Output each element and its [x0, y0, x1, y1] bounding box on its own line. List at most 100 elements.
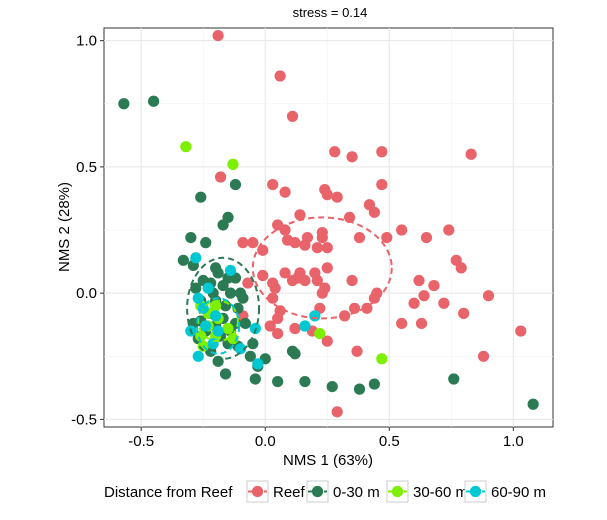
- data-point: [363, 199, 376, 211]
- data-point: [415, 317, 428, 330]
- data-point: [346, 151, 358, 163]
- data-point: [331, 191, 343, 203]
- data-point: [247, 338, 259, 350]
- data-point: [224, 264, 237, 277]
- data-point: [148, 95, 160, 107]
- data-point: [242, 277, 254, 289]
- x-axis-title: NMS 1 (63%): [283, 452, 373, 469]
- data-point: [316, 287, 328, 299]
- data-point: [210, 310, 222, 322]
- data-point: [396, 317, 408, 330]
- data-point: [222, 322, 234, 335]
- data-point: [257, 269, 269, 282]
- data-point: [527, 398, 539, 410]
- data-point: [482, 290, 495, 302]
- data-point: [222, 211, 234, 223]
- data-point: [217, 279, 229, 292]
- data-point: [195, 191, 207, 203]
- data-point: [418, 290, 430, 302]
- data-point: [321, 262, 333, 274]
- data-point: [428, 279, 440, 292]
- data-point: [210, 300, 222, 312]
- data-point: [299, 320, 311, 332]
- data-point: [299, 375, 311, 388]
- data-point: [192, 350, 204, 362]
- data-point: [200, 320, 212, 332]
- data-point: [455, 262, 467, 274]
- data-point: [202, 282, 214, 294]
- data-point: [195, 330, 207, 342]
- data-point: [353, 232, 366, 244]
- data-point: [118, 98, 130, 110]
- x-axis: -0.5 0.0 0.5 1.0: [128, 427, 524, 450]
- data-point: [252, 358, 264, 370]
- data-point: [281, 234, 294, 246]
- y-tick-label: 1.0: [76, 33, 97, 50]
- confidence-ellipses: [186, 216, 393, 360]
- data-point: [185, 232, 197, 244]
- data-point: [227, 158, 239, 170]
- y-tick-label: 0.0: [76, 285, 97, 302]
- data-point: [465, 148, 477, 160]
- data-point: [279, 267, 291, 279]
- data-point: [214, 171, 227, 183]
- data-point: [314, 327, 326, 340]
- data-point: [286, 110, 299, 122]
- data-point: [376, 353, 388, 365]
- legend: Distance from Reef Reef 0-30 m 30-60 m 60-9…: [104, 480, 546, 503]
- legend-key-point: [469, 485, 482, 498]
- data-point: [376, 146, 388, 158]
- data-point: [321, 189, 333, 201]
- legend-item: 0-30 m: [306, 480, 380, 503]
- data-point: [438, 297, 450, 309]
- data-point: [368, 292, 380, 304]
- data-point: [368, 378, 380, 390]
- x-tick-label: -0.5: [128, 433, 154, 450]
- data-point: [244, 350, 256, 362]
- data-point: [272, 375, 284, 388]
- data-point: [351, 345, 363, 357]
- data-points: [118, 29, 539, 418]
- data-point: [309, 310, 321, 322]
- confidence-ellipse: [251, 216, 393, 320]
- legend-item: 30-60 m: [386, 480, 468, 503]
- data-point: [286, 274, 299, 287]
- data-point: [247, 237, 259, 249]
- data-point: [212, 325, 224, 337]
- data-point: [515, 325, 527, 337]
- x-tick-label: 0.5: [379, 433, 400, 450]
- data-point: [301, 232, 314, 244]
- x-tick-label: 0.0: [255, 433, 276, 450]
- data-point: [190, 252, 202, 264]
- x-tick-label: 1.0: [503, 433, 524, 450]
- plot-title: stress = 0.14: [293, 5, 368, 20]
- data-point: [289, 322, 301, 335]
- data-point: [353, 383, 366, 395]
- data-point: [381, 232, 393, 244]
- y-tick-label: 0.5: [76, 159, 97, 176]
- data-point: [239, 317, 251, 330]
- data-point: [237, 292, 249, 304]
- data-point: [420, 232, 433, 244]
- confidence-ellipse: [196, 297, 241, 355]
- legend-key-point: [391, 485, 404, 498]
- data-point: [229, 178, 242, 191]
- data-point: [177, 254, 189, 266]
- data-point: [192, 292, 204, 304]
- data-point: [329, 146, 341, 158]
- data-point: [343, 211, 356, 223]
- confidence-ellipse: [186, 256, 261, 360]
- y-tick-label: -0.5: [71, 411, 97, 428]
- y-axis: -0.5 0.0 0.5 1.0: [71, 33, 104, 428]
- data-point: [272, 327, 284, 340]
- legend-title: Distance from Reef: [104, 484, 233, 501]
- data-point: [200, 237, 212, 249]
- data-point: [272, 312, 284, 325]
- data-point: [234, 343, 247, 355]
- data-point: [249, 373, 261, 385]
- data-point: [267, 292, 279, 304]
- data-point: [448, 373, 460, 385]
- data-point: [299, 274, 311, 287]
- data-point: [311, 274, 323, 287]
